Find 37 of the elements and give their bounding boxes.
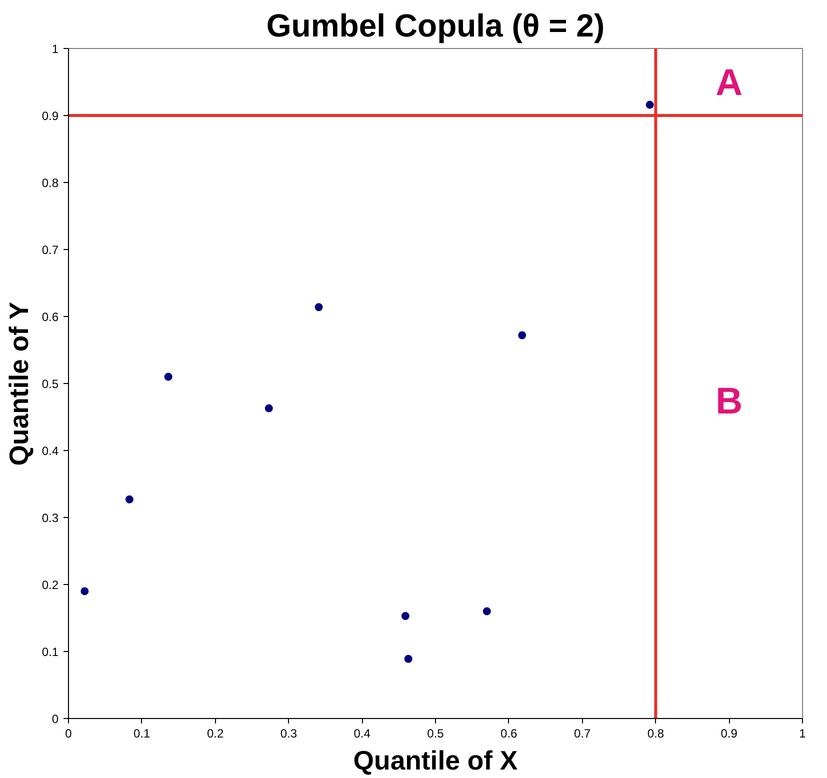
point [314, 303, 323, 312]
y-tick-label: 0.3 [42, 511, 59, 525]
y-axis-title: Quantile of Y [4, 302, 34, 466]
x-tick-label: 1 [799, 726, 806, 740]
x-tick-label: 0.8 [647, 726, 664, 740]
x-axis-title: Quantile of X [353, 746, 518, 776]
y-tick-label: 0.6 [42, 310, 59, 324]
x-tick-label: 0.2 [206, 726, 224, 740]
x-tick-label: 0.4 [354, 726, 371, 740]
chart-title: Gumbel Copula (θ = 2) [266, 8, 605, 44]
y-tick-label: 0.8 [42, 176, 59, 190]
x-tick-label: 0.3 [280, 726, 298, 740]
x-tick-label: 0.9 [720, 726, 738, 740]
y-tick-label: 0.2 [42, 578, 59, 592]
y-tick-label: 0.1 [42, 645, 59, 659]
point [482, 607, 491, 616]
x-tick-label: 0.6 [500, 726, 518, 740]
x-tick-label: 0 [65, 726, 72, 740]
point [80, 587, 89, 596]
point [646, 100, 654, 109]
annotation: B [716, 379, 743, 422]
y-tick-label: 1 [52, 42, 59, 56]
y-tick-label: 0 [52, 712, 59, 726]
annotation: A [716, 61, 743, 103]
x-tick-label: 0.1 [134, 726, 151, 740]
y-tick-label: 0.9 [42, 109, 59, 123]
y-tick-label: 0.5 [42, 377, 59, 391]
point [518, 331, 526, 340]
x-tick-label: 0.7 [574, 726, 591, 740]
point [264, 404, 273, 412]
y-tick-label: 0.4 [42, 444, 59, 458]
point [404, 654, 412, 663]
point [401, 612, 410, 620]
y-tick-label: 0.7 [42, 243, 59, 257]
x-tick-label: 0.5 [427, 726, 444, 740]
point [125, 495, 134, 504]
point [164, 372, 172, 381]
